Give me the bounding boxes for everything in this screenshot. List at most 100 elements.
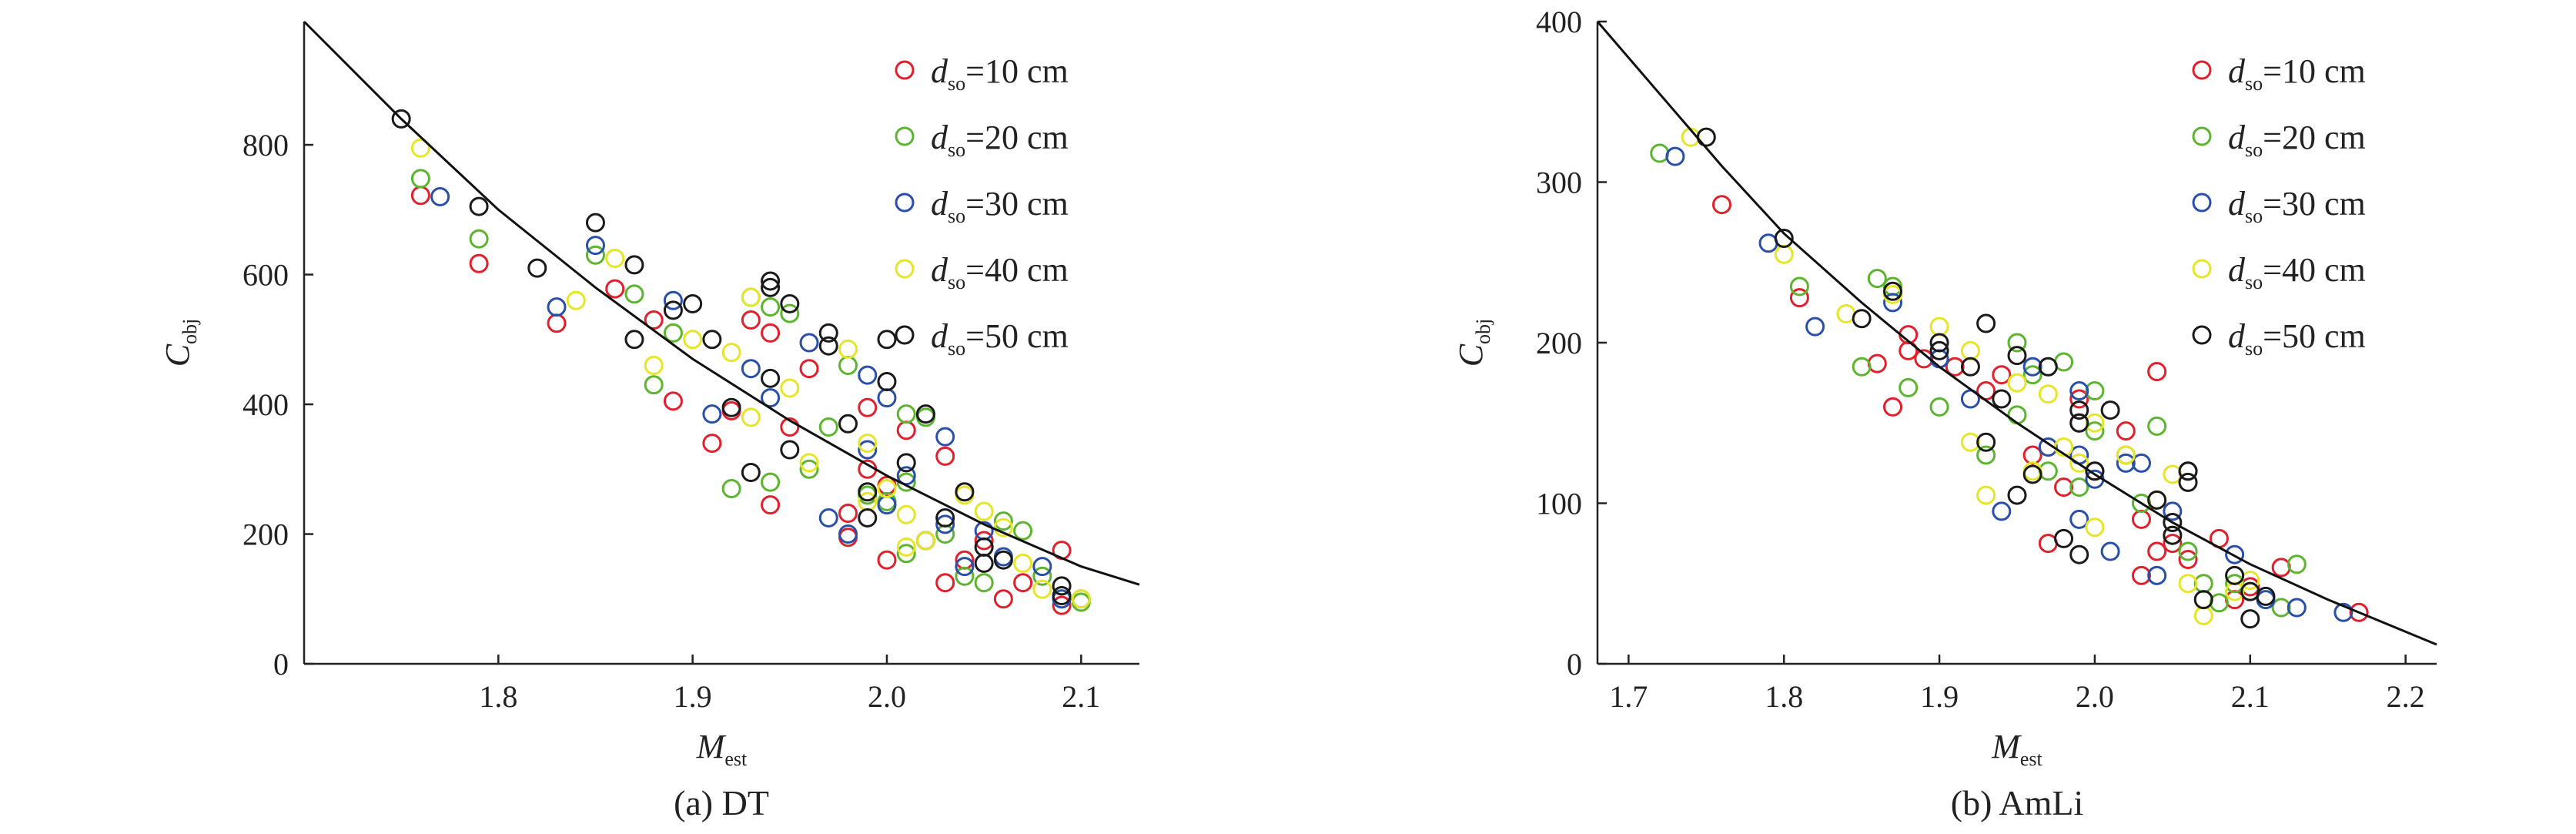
data-point bbox=[391, 109, 411, 129]
data-point bbox=[741, 287, 761, 307]
data-point bbox=[1976, 445, 1996, 465]
data-point bbox=[780, 417, 800, 437]
data-point bbox=[2287, 598, 2307, 618]
data-point bbox=[721, 397, 741, 417]
data-point bbox=[780, 378, 800, 398]
data-point bbox=[2178, 549, 2198, 569]
legend-entry: dso=20 cm bbox=[931, 119, 1069, 161]
data-point bbox=[410, 169, 430, 189]
data-point bbox=[818, 336, 838, 356]
data-point bbox=[761, 388, 781, 408]
data-point bbox=[2116, 445, 2136, 465]
data-point bbox=[2163, 464, 2183, 484]
y-tick-label: 200 bbox=[1536, 326, 1582, 360]
data-point bbox=[2069, 544, 2089, 564]
data-point bbox=[780, 303, 800, 323]
data-point bbox=[896, 537, 916, 557]
data-point bbox=[741, 407, 761, 427]
data-point bbox=[1774, 244, 1794, 264]
data-point bbox=[469, 229, 489, 249]
data-point bbox=[761, 277, 781, 297]
data-point bbox=[935, 427, 955, 447]
data-point bbox=[858, 440, 878, 460]
data-point bbox=[2038, 534, 2058, 554]
data-point bbox=[1899, 377, 1919, 397]
data-point bbox=[2178, 574, 2198, 594]
data-point bbox=[896, 404, 916, 424]
data-point bbox=[741, 462, 761, 482]
panel-caption: (a) DT bbox=[674, 783, 769, 822]
data-point bbox=[1789, 288, 1809, 308]
data-point bbox=[974, 501, 994, 521]
data-point bbox=[780, 440, 800, 460]
data-point bbox=[2333, 602, 2354, 622]
legend-entry: dso=40 cm bbox=[931, 251, 1069, 293]
data-point bbox=[2147, 416, 2167, 436]
data-point bbox=[2256, 586, 2276, 606]
data-point bbox=[2007, 346, 2027, 366]
legend-marker bbox=[895, 126, 915, 146]
y-tick-label: 0 bbox=[273, 647, 289, 682]
data-point bbox=[1960, 340, 1980, 360]
data-point bbox=[1883, 397, 1903, 417]
data-point bbox=[1929, 340, 1949, 360]
data-point bbox=[1883, 293, 1903, 313]
data-point bbox=[761, 495, 781, 515]
data-point bbox=[1976, 485, 1996, 505]
y-tick-label: 400 bbox=[1536, 5, 1582, 39]
data-point bbox=[2069, 400, 2089, 420]
data-point bbox=[818, 417, 838, 437]
legend-marker bbox=[895, 259, 915, 279]
data-point bbox=[2069, 389, 2089, 409]
data-point bbox=[818, 323, 838, 343]
legend-marker bbox=[2192, 60, 2212, 80]
y-axis-label: Cobj bbox=[1452, 319, 1494, 367]
data-point bbox=[935, 507, 955, 528]
data-point bbox=[2271, 598, 2291, 618]
data-point bbox=[410, 186, 430, 206]
y-tick-label: 100 bbox=[1536, 487, 1582, 521]
data-point bbox=[1929, 317, 1949, 337]
data-point bbox=[2147, 541, 2167, 561]
data-point bbox=[896, 504, 916, 524]
legend-marker bbox=[2192, 259, 2212, 279]
data-point bbox=[1867, 353, 1887, 373]
y-tick-label: 200 bbox=[243, 517, 289, 552]
data-point bbox=[1758, 233, 1778, 253]
data-point bbox=[2100, 400, 2120, 420]
data-point bbox=[2007, 373, 2027, 393]
data-point bbox=[2038, 357, 2058, 377]
data-point bbox=[838, 414, 858, 434]
data-point bbox=[1013, 553, 1033, 573]
data-point bbox=[585, 213, 605, 233]
x-tick-label: 1.9 bbox=[674, 679, 712, 714]
data-point bbox=[663, 300, 683, 320]
data-point bbox=[1052, 576, 1072, 596]
data-point bbox=[2085, 461, 2105, 481]
legend-entry: dso=10 cm bbox=[2228, 52, 2366, 95]
data-point bbox=[838, 504, 858, 524]
data-point bbox=[741, 359, 761, 379]
data-point bbox=[1032, 566, 1052, 586]
data-point bbox=[2178, 461, 2198, 481]
data-point bbox=[2225, 565, 2245, 585]
data-point bbox=[2085, 517, 2105, 538]
data-point bbox=[2287, 554, 2307, 574]
data-point bbox=[1852, 309, 1872, 329]
data-point bbox=[644, 375, 664, 395]
data-point bbox=[915, 404, 935, 424]
data-point bbox=[799, 453, 819, 473]
legend-marker bbox=[2192, 193, 2212, 213]
data-point bbox=[2163, 534, 2183, 554]
data-point bbox=[2085, 381, 2105, 401]
data-point bbox=[877, 330, 897, 350]
data-point bbox=[624, 284, 644, 304]
data-point bbox=[1013, 521, 1033, 541]
data-point bbox=[896, 453, 916, 473]
data-point bbox=[858, 482, 878, 502]
data-point bbox=[935, 446, 955, 466]
data-point bbox=[683, 293, 703, 313]
data-point bbox=[838, 524, 858, 544]
legend-marker bbox=[895, 325, 915, 345]
data-point bbox=[761, 323, 781, 343]
